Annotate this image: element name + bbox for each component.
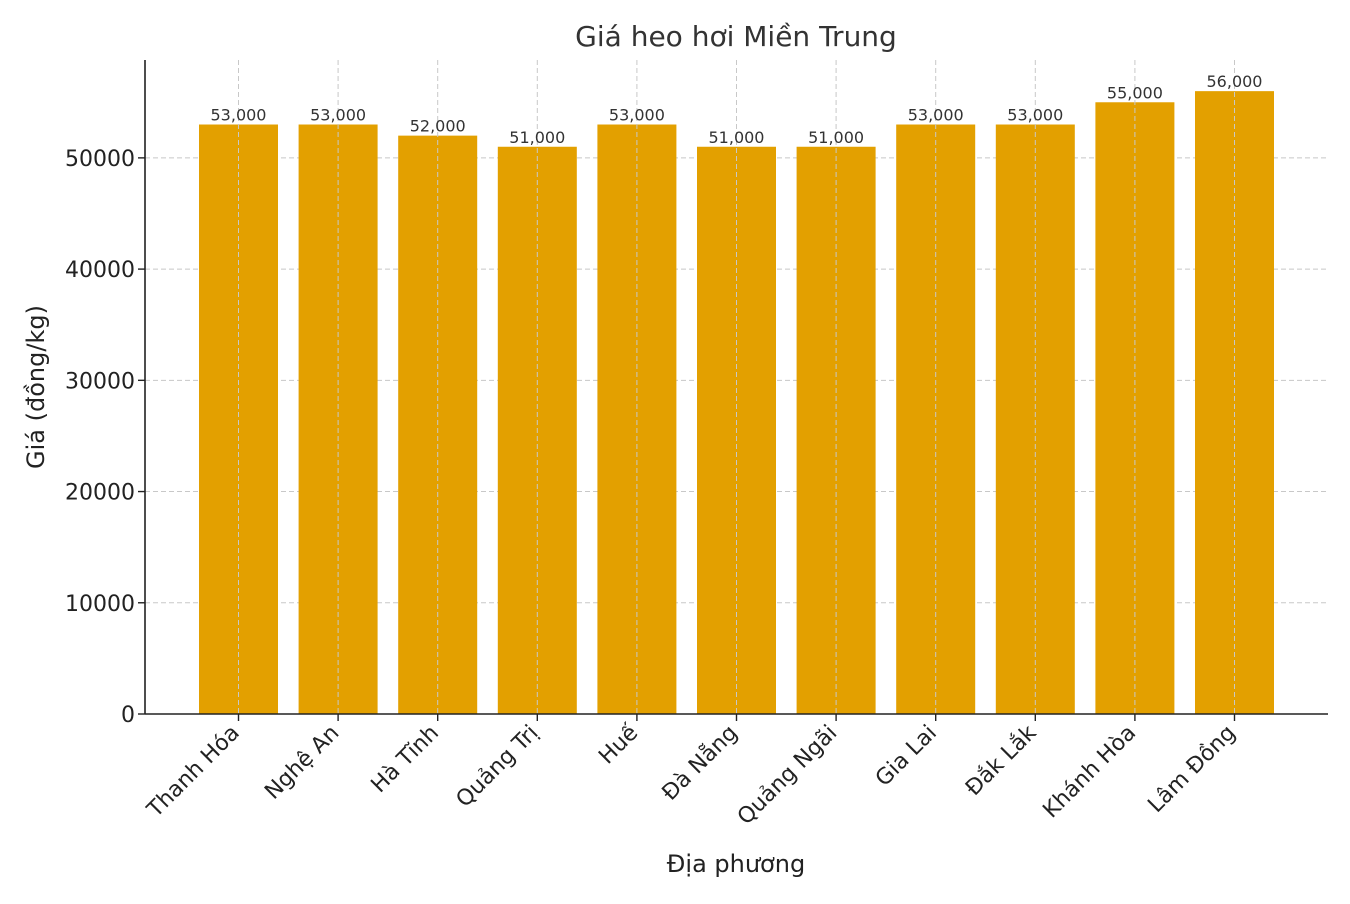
chart-title: Giá heo hơi Miền Trung (575, 20, 897, 53)
x-tick-label: Quảng Ngãi (733, 721, 842, 830)
x-tick-label: Đắk Lắk (961, 720, 1042, 801)
x-tick-label: Lâm Đồng (1143, 721, 1240, 818)
y-tick-label: 40000 (65, 258, 135, 283)
x-tick-label: Quảng Trị (452, 721, 544, 813)
y-tick-label: 20000 (65, 481, 135, 506)
x-tick-label: Khánh Hòa (1038, 721, 1141, 824)
bar-value-label: 53,000 (1007, 106, 1063, 125)
x-tick-label: Đà Nẵng (657, 720, 743, 806)
y-axis-label: Giá (đồng/kg) (22, 305, 50, 469)
bar-value-label: 56,000 (1207, 72, 1263, 91)
bar-value-label: 51,000 (709, 128, 765, 147)
x-tick-label: Huế (594, 720, 643, 769)
bar-value-label: 55,000 (1107, 83, 1163, 102)
y-tick-label: 30000 (65, 369, 135, 394)
x-tick-label: Gia Lai (871, 721, 942, 792)
bar-value-label: 53,000 (609, 106, 665, 125)
x-tick-label: Nghệ An (260, 721, 344, 805)
bar (1195, 91, 1274, 714)
x-axis-label: Địa phương (667, 850, 805, 878)
bar-value-label: 51,000 (509, 128, 565, 147)
y-ticks: 0 10000 20000 30000 40000 50000 (65, 147, 145, 728)
y-tick-label: 50000 (65, 147, 135, 172)
x-ticks: Thanh Hóa Nghệ An Hà Tĩnh Quảng Trị Huế Đà Nẵ… (142, 714, 1241, 830)
bar-value-label: 53,000 (211, 106, 267, 125)
bar-value-label: 53,000 (310, 106, 366, 125)
y-tick-label: 0 (121, 703, 135, 728)
bar-value-label: 52,000 (410, 117, 466, 136)
bar-value-label: 51,000 (808, 128, 864, 147)
x-tick-label: Hà Tĩnh (367, 721, 444, 798)
x-tick-label: Thanh Hóa (142, 721, 245, 824)
y-tick-label: 10000 (65, 592, 135, 617)
bar-value-label: 53,000 (908, 106, 964, 125)
vertical-grid (238, 60, 1235, 714)
data-labels: 53,000 53,000 52,000 51,000 53,000 51,000 51,0… (211, 72, 1263, 147)
